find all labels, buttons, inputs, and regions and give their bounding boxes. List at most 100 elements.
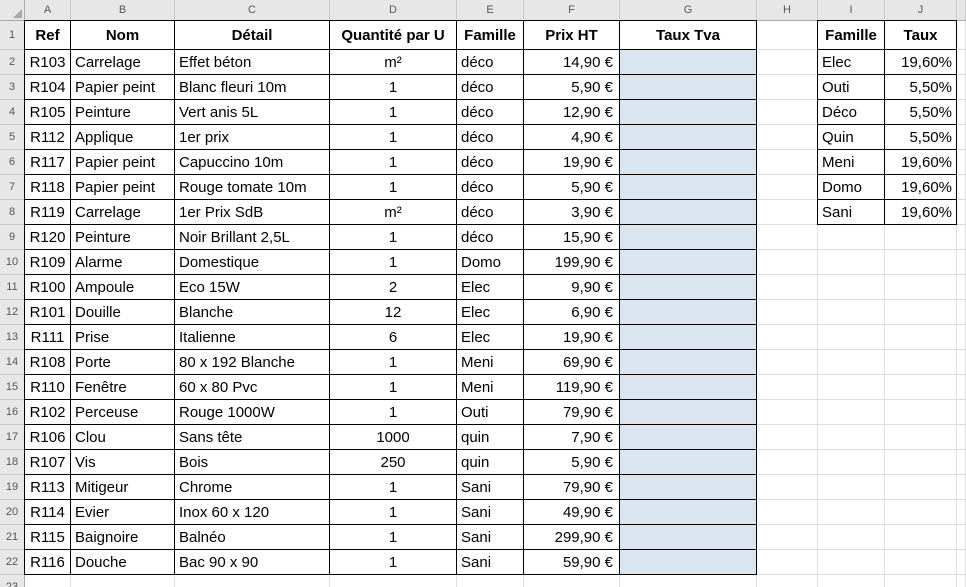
- cell-E21[interactable]: Sani: [457, 525, 524, 550]
- cell-E3[interactable]: déco: [457, 75, 524, 100]
- cell-G19[interactable]: [620, 475, 757, 500]
- cell-E8[interactable]: déco: [457, 200, 524, 225]
- column-header-F[interactable]: F: [524, 0, 620, 21]
- cell-A14[interactable]: R108: [25, 350, 71, 375]
- cell-H11[interactable]: [757, 275, 818, 300]
- cell-K7[interactable]: [957, 175, 966, 200]
- cell-J4[interactable]: 5,50%: [885, 100, 957, 125]
- cell-B16[interactable]: Perceuse: [71, 400, 175, 425]
- row-header-5[interactable]: 5: [0, 125, 25, 150]
- cell-C7[interactable]: Rouge tomate 10m: [175, 175, 330, 200]
- cell-H12[interactable]: [757, 300, 818, 325]
- cell-K12[interactable]: [957, 300, 966, 325]
- cell-E19[interactable]: Sani: [457, 475, 524, 500]
- row-header-18[interactable]: 18: [0, 450, 25, 475]
- cell-I15[interactable]: [818, 375, 885, 400]
- cell-G13[interactable]: [620, 325, 757, 350]
- cell-I17[interactable]: [818, 425, 885, 450]
- cell-B8[interactable]: Carrelage: [71, 200, 175, 225]
- cell-E7[interactable]: déco: [457, 175, 524, 200]
- cell-K5[interactable]: [957, 125, 966, 150]
- cell-A22[interactable]: R116: [25, 550, 71, 575]
- select-all-corner[interactable]: [0, 0, 25, 21]
- cell-G17[interactable]: [620, 425, 757, 450]
- cell-D21[interactable]: 1: [330, 525, 457, 550]
- header-famille[interactable]: Famille: [457, 21, 524, 50]
- cell-F18[interactable]: 5,90 €: [524, 450, 620, 475]
- cell-J12[interactable]: [885, 300, 957, 325]
- cell-K3[interactable]: [957, 75, 966, 100]
- cell-I10[interactable]: [818, 250, 885, 275]
- cell-B3[interactable]: Papier peint: [71, 75, 175, 100]
- row-header-14[interactable]: 14: [0, 350, 25, 375]
- cell-I22[interactable]: [818, 550, 885, 575]
- cell-E20[interactable]: Sani: [457, 500, 524, 525]
- cell-E15[interactable]: Meni: [457, 375, 524, 400]
- cell-J10[interactable]: [885, 250, 957, 275]
- cell-C4[interactable]: Vert anis 5L: [175, 100, 330, 125]
- cell-E11[interactable]: Elec: [457, 275, 524, 300]
- row-header-2[interactable]: 2: [0, 50, 25, 75]
- cell-K21[interactable]: [957, 525, 966, 550]
- row-header-6[interactable]: 6: [0, 150, 25, 175]
- cell-J23[interactable]: [885, 575, 957, 587]
- row-header-20[interactable]: 20: [0, 500, 25, 525]
- row-header-3[interactable]: 3: [0, 75, 25, 100]
- cell-I20[interactable]: [818, 500, 885, 525]
- cell-B11[interactable]: Ampoule: [71, 275, 175, 300]
- row-header-7[interactable]: 7: [0, 175, 25, 200]
- cell-A23[interactable]: [25, 575, 71, 587]
- cell-C21[interactable]: Balnéo: [175, 525, 330, 550]
- cell-J19[interactable]: [885, 475, 957, 500]
- lookup-header-famille[interactable]: Famille: [818, 21, 885, 50]
- cell-F4[interactable]: 12,90 €: [524, 100, 620, 125]
- header-nom[interactable]: Nom: [71, 21, 175, 50]
- cell-A6[interactable]: R117: [25, 150, 71, 175]
- cell-J13[interactable]: [885, 325, 957, 350]
- cell-G18[interactable]: [620, 450, 757, 475]
- row-header-9[interactable]: 9: [0, 225, 25, 250]
- cell-G12[interactable]: [620, 300, 757, 325]
- cell-C19[interactable]: Chrome: [175, 475, 330, 500]
- cell-G6[interactable]: [620, 150, 757, 175]
- cell-H18[interactable]: [757, 450, 818, 475]
- cell-C11[interactable]: Eco 15W: [175, 275, 330, 300]
- cell-J5[interactable]: 5,50%: [885, 125, 957, 150]
- cell-B12[interactable]: Douille: [71, 300, 175, 325]
- column-header-A[interactable]: A: [25, 0, 71, 21]
- cell-K18[interactable]: [957, 450, 966, 475]
- column-header-partial[interactable]: [957, 0, 966, 21]
- cell-K17[interactable]: [957, 425, 966, 450]
- cell-I21[interactable]: [818, 525, 885, 550]
- cell-D23[interactable]: [330, 575, 457, 587]
- column-header-D[interactable]: D: [330, 0, 457, 21]
- cell-I3[interactable]: Outi: [818, 75, 885, 100]
- row-header-12[interactable]: 12: [0, 300, 25, 325]
- cell-K14[interactable]: [957, 350, 966, 375]
- cell-F2[interactable]: 14,90 €: [524, 50, 620, 75]
- cell-B22[interactable]: Douche: [71, 550, 175, 575]
- row-header-21[interactable]: 21: [0, 525, 25, 550]
- column-header-G[interactable]: G: [620, 0, 757, 21]
- cell-I18[interactable]: [818, 450, 885, 475]
- cell-A10[interactable]: R109: [25, 250, 71, 275]
- cell-K6[interactable]: [957, 150, 966, 175]
- header-ref[interactable]: Ref: [25, 21, 71, 50]
- cell-K16[interactable]: [957, 400, 966, 425]
- header-taux-tva[interactable]: Taux Tva: [620, 21, 757, 50]
- cell-D15[interactable]: 1: [330, 375, 457, 400]
- cell-G8[interactable]: [620, 200, 757, 225]
- cell-H19[interactable]: [757, 475, 818, 500]
- cell-H22[interactable]: [757, 550, 818, 575]
- cell-F15[interactable]: 119,90 €: [524, 375, 620, 400]
- cell-A13[interactable]: R111: [25, 325, 71, 350]
- cell-A3[interactable]: R104: [25, 75, 71, 100]
- cell-F3[interactable]: 5,90 €: [524, 75, 620, 100]
- cell-J3[interactable]: 5,50%: [885, 75, 957, 100]
- cell-F6[interactable]: 19,90 €: [524, 150, 620, 175]
- cell-F12[interactable]: 6,90 €: [524, 300, 620, 325]
- cell-F16[interactable]: 79,90 €: [524, 400, 620, 425]
- row-header-13[interactable]: 13: [0, 325, 25, 350]
- cell-I9[interactable]: [818, 225, 885, 250]
- cell-A16[interactable]: R102: [25, 400, 71, 425]
